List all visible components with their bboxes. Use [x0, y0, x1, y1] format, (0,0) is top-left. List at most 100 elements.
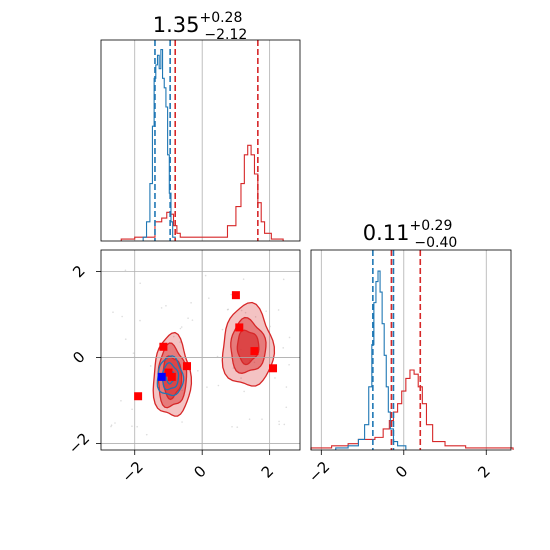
title-p2-minus: −0.40 [414, 235, 457, 251]
joint-sample-point [217, 384, 220, 387]
joint-sample-point [114, 422, 116, 424]
joint-sample-point [165, 304, 167, 307]
hist-p2-xtick-label-1: 0 [392, 462, 411, 481]
joint-marker-8 [269, 364, 278, 373]
joint-sample-point [190, 302, 192, 304]
joint-sample-point [124, 269, 127, 272]
joint-sample-point [149, 365, 152, 367]
joint-marker-6 [235, 323, 244, 332]
joint-sample-point [265, 310, 267, 312]
joint-highlight-marker [157, 372, 166, 381]
hist-p1-series-b [120, 144, 284, 241]
joint-sample-point [242, 278, 245, 280]
joint-sample-point [216, 355, 219, 358]
joint-sample-point [179, 341, 182, 343]
joint-sample-point [278, 423, 280, 426]
joint-plot-area [101, 250, 300, 450]
joint-sample-point [221, 328, 224, 331]
joint-marker-1 [164, 368, 173, 377]
joint-sample-point [253, 361, 256, 364]
joint-sample-point [230, 293, 232, 296]
title-p1-minus: −2.12 [204, 27, 247, 43]
joint-sample-point [181, 389, 183, 392]
joint-sample-point [131, 408, 133, 411]
hist-p2-xtick-label-2: 2 [474, 462, 493, 481]
joint-sample-point [282, 347, 285, 349]
joint-sample-point [274, 377, 276, 379]
joint-ytick-label-2: 2 [69, 262, 88, 281]
joint-sample-point [124, 338, 127, 340]
joint-sample-point [277, 309, 280, 311]
joint-sample-point [160, 307, 163, 309]
joint-sample-point [179, 327, 182, 330]
joint-marker-5 [231, 291, 240, 300]
joint-sample-point [112, 311, 114, 314]
joint-sample-point [132, 352, 135, 354]
histogram-p2-panel: −2 0 2 [305, 249, 514, 486]
joint-sample-point [232, 367, 235, 369]
joint-sample-point [197, 369, 199, 372]
joint-sample-point [180, 326, 183, 328]
hist-p2-frame [310, 249, 512, 451]
title-p2-plus: +0.29 [409, 218, 452, 234]
joint-sample-point [231, 425, 233, 428]
hist-p2-series-a [335, 270, 407, 450]
joint-sample-point [248, 418, 251, 421]
joint-sample-point [282, 278, 285, 281]
title-p1: 1.35+0.28 −2.12 [153, 10, 248, 43]
joint-marker-3 [183, 362, 192, 371]
title-p2: 0.11+0.29 −0.40 [363, 218, 458, 251]
joint-sample-point [181, 421, 183, 423]
joint-sample-point [136, 425, 138, 428]
title-p1-value: 1.35 [153, 13, 200, 37]
joint-sample-point [208, 297, 210, 299]
joint-sample-point [187, 317, 189, 320]
joint-frame [100, 249, 301, 451]
joint-ytick-label-1: 0 [69, 348, 88, 367]
hist-p2-series-b [310, 369, 514, 450]
joint-xtick-label-0: −2 [118, 458, 146, 486]
joint-sample-point [288, 336, 291, 339]
joint-sample-point [206, 386, 208, 388]
title-p1-plus: +0.28 [199, 10, 242, 26]
joint-sample-point [191, 319, 194, 321]
title-p2-value: 0.11 [363, 221, 410, 245]
joint-sample-point [285, 406, 288, 409]
joint-sample-point [283, 423, 286, 426]
joint-sample-point [243, 390, 245, 393]
joint-sample-point [278, 420, 280, 423]
joint-xtick-label-2: 2 [258, 462, 277, 481]
joint-sample-point [120, 400, 122, 402]
joint-sample-point [121, 315, 123, 318]
joint-sample-point [173, 335, 175, 338]
joint-sample-point [139, 282, 141, 285]
joint-sample-point [261, 418, 263, 420]
joint-sample-point [110, 425, 112, 428]
joint-contour-b-right-level-2 [236, 329, 260, 366]
joint-sample-point [204, 274, 207, 277]
joint-marker-4 [134, 392, 143, 401]
joint-sample-point [110, 424, 113, 427]
hist-p1-frame [100, 39, 301, 242]
joint-sample-point [288, 363, 290, 366]
joint-sample-point [227, 308, 229, 311]
joint-sample-point [285, 386, 288, 388]
joint-sample-point [240, 377, 242, 379]
joint-p1-p2-panel: −2 0 2 −2 0 2 [65, 249, 301, 486]
joint-sample-point [145, 433, 148, 436]
joint-marker-7 [250, 347, 259, 356]
joint-ytick-label-0: −2 [65, 429, 93, 457]
joint-sample-point [240, 309, 243, 312]
hist-p2-xtick-label-0: −2 [305, 458, 333, 486]
joint-sample-point [139, 319, 141, 322]
joint-sample-point [131, 425, 133, 428]
joint-sample-point [269, 325, 271, 328]
joint-sample-point [244, 311, 247, 314]
joint-xtick-label-1: 0 [190, 462, 209, 481]
joint-sample-point [236, 426, 239, 428]
joint-marker-2 [167, 372, 176, 381]
joint-marker-0 [159, 342, 168, 351]
joint-sample-point [254, 316, 257, 318]
histogram-p1-panel [100, 39, 301, 242]
